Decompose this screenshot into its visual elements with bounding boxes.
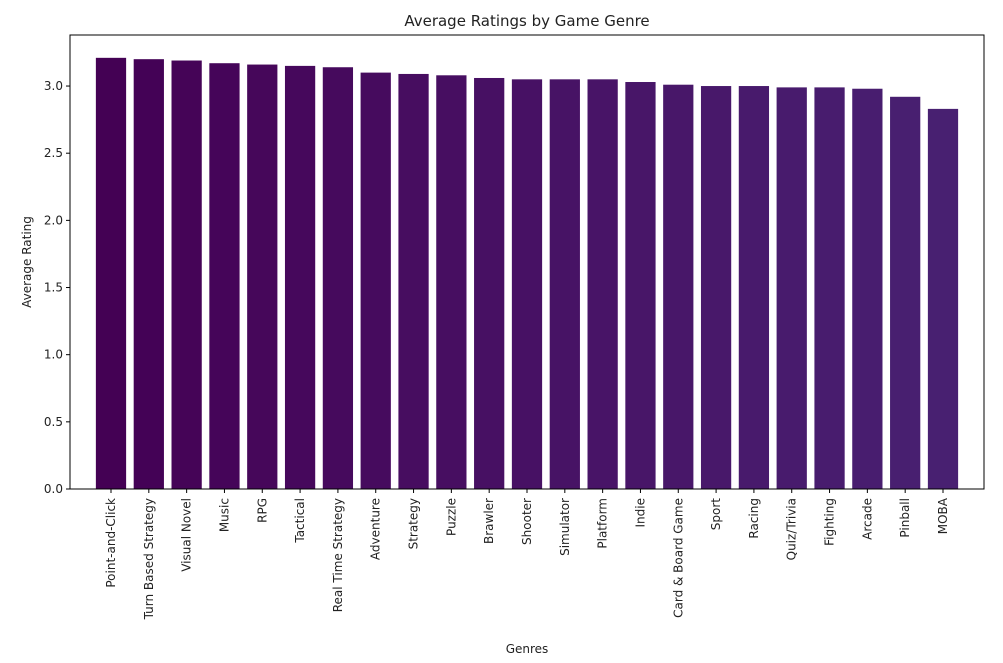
x-tick-label: Strategy bbox=[407, 498, 421, 549]
bar-pinball bbox=[890, 96, 921, 489]
bar-tactical bbox=[284, 65, 316, 489]
bar-shooter bbox=[511, 79, 543, 489]
chart-title: Average Ratings by Game Genre bbox=[404, 12, 649, 30]
x-tick-label: RPG bbox=[255, 498, 269, 523]
bar-point-and-click bbox=[95, 57, 127, 489]
x-tick-label: Quiz/Trivia bbox=[785, 498, 799, 560]
bar-arcade bbox=[852, 88, 883, 489]
x-tick-label: Point-and-Click bbox=[104, 498, 118, 588]
bars-group bbox=[95, 57, 959, 490]
bar-visual-novel bbox=[171, 60, 202, 490]
bar-indie bbox=[625, 82, 656, 489]
y-tick-label: 2.0 bbox=[44, 213, 63, 227]
x-tick-label: Fighting bbox=[823, 498, 837, 546]
x-tick-label: Visual Novel bbox=[180, 498, 194, 572]
y-tick-label: 1.0 bbox=[44, 348, 63, 362]
x-tick-label: Pinball bbox=[898, 498, 912, 538]
x-tick-label: Shooter bbox=[520, 498, 534, 545]
y-tick-label: 1.5 bbox=[44, 281, 63, 295]
x-tick-label: Puzzle bbox=[444, 498, 458, 536]
x-tick-label: Indie bbox=[633, 498, 647, 527]
y-axis: 0.0 0.5 1.0 1.5 2.0 2.5 3.0 bbox=[44, 79, 70, 496]
bar-brawler bbox=[474, 77, 505, 489]
bar-moba bbox=[927, 108, 959, 489]
x-tick-label: Card & Board Game bbox=[671, 498, 685, 618]
bar-turn-based-strategy bbox=[133, 59, 164, 490]
bar-simulator bbox=[549, 79, 580, 489]
bar-racing bbox=[738, 86, 770, 489]
bar-sport bbox=[700, 86, 732, 489]
x-tick-label: MOBA bbox=[936, 497, 950, 534]
x-tick-label: Brawler bbox=[482, 498, 496, 544]
x-tick-label: Simulator bbox=[558, 498, 572, 556]
x-tick-label: Platform bbox=[596, 498, 610, 549]
y-tick-label: 0.0 bbox=[44, 482, 63, 496]
x-tick-label: Tactical bbox=[293, 498, 307, 544]
bar-platform bbox=[587, 79, 618, 489]
x-tick-label: Racing bbox=[747, 498, 761, 539]
x-tick-label: Sport bbox=[709, 498, 723, 531]
bar-quiz-trivia bbox=[776, 87, 807, 489]
x-tick-label: Real Time Strategy bbox=[331, 498, 345, 612]
x-tick-label: Music bbox=[217, 498, 231, 532]
x-tick-label: Adventure bbox=[369, 498, 383, 560]
y-tick-label: 3.0 bbox=[44, 79, 63, 93]
y-tick-label: 0.5 bbox=[44, 415, 63, 429]
bar-music bbox=[209, 63, 240, 490]
bar-strategy bbox=[398, 73, 429, 489]
bar-adventure bbox=[360, 72, 391, 490]
bar-fighting bbox=[814, 87, 845, 489]
y-tick-label: 2.5 bbox=[44, 146, 63, 160]
bar-rpg bbox=[247, 64, 278, 490]
bar-puzzle bbox=[436, 75, 467, 490]
y-axis-title: Average Rating bbox=[20, 216, 34, 308]
bar-card-board-game bbox=[663, 84, 694, 489]
bar-real-time-strategy bbox=[322, 67, 354, 490]
x-tick-label: Turn Based Strategy bbox=[142, 498, 156, 620]
x-axis-title: Genres bbox=[506, 642, 549, 656]
x-tick-label: Arcade bbox=[860, 498, 874, 540]
x-axis: Point-and-Click Turn Based Strategy Visual… bbox=[104, 489, 950, 620]
